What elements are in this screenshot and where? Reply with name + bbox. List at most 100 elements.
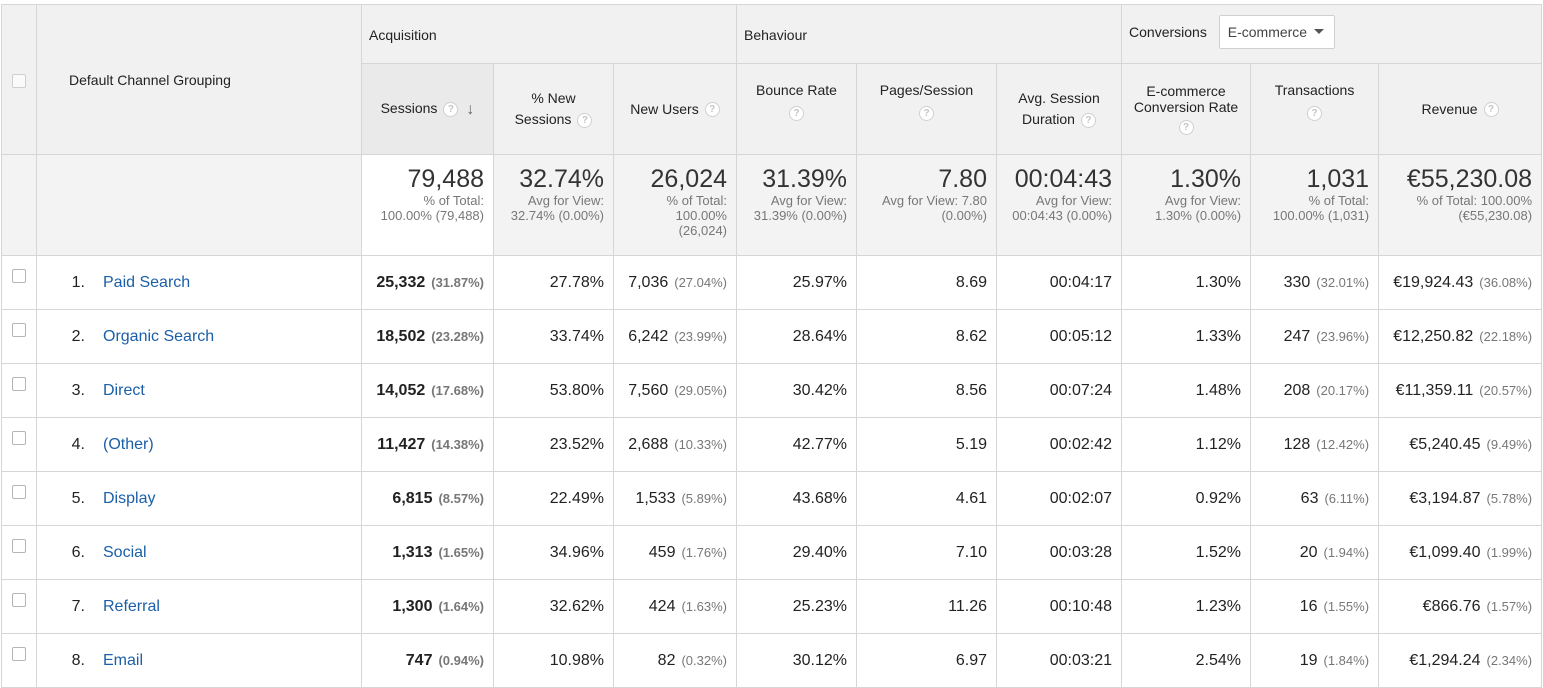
channel-link[interactable]: Social (103, 543, 147, 561)
total-pct-new-note-1: Avg for View: (527, 193, 604, 208)
channel-link[interactable]: Email (103, 651, 144, 669)
select-all-cell (1, 4, 37, 155)
col-ecom-label-2: Conversion Rate (1133, 99, 1239, 115)
transactions-value: 208 (1283, 381, 1311, 399)
sessions-pct: (31.87%) (431, 274, 484, 290)
help-icon[interactable]: ? (1178, 120, 1194, 135)
transactions-cell: 128 (12.42%) (1250, 417, 1380, 472)
total-pct-new-value: 32.74% (519, 165, 604, 193)
duration-value: 00:04:17 (1049, 273, 1113, 291)
col-header-avg-duration[interactable]: Avg. Session Duration? (995, 63, 1123, 155)
select-all-checkbox[interactable] (12, 73, 26, 88)
channel-link[interactable]: Organic Search (103, 327, 215, 345)
col-header-transactions[interactable]: Transactions ? (1250, 63, 1380, 155)
data-rows: 1. Paid Search 25,332 (31.87%) 27.78% 7,036 (2… (1, 255, 1543, 688)
row-checkbox[interactable] (12, 646, 26, 661)
total-ecom: 1.30% Avg for View: 1.30% (0.00%) (1121, 154, 1252, 256)
sessions-value: 747 (405, 651, 433, 669)
col-header-ecom-rate[interactable]: E-commerce Conversion Rate ? (1121, 63, 1252, 155)
group-conversions: Conversions E-commerce (1121, 4, 1543, 64)
col-header-pages-session[interactable]: Pages/Session ? (856, 63, 997, 155)
transactions-pct: (1.84%) (1323, 652, 1370, 668)
new-users-cell: 7,560 (29.05%) (613, 363, 737, 418)
revenue-cell: €3,194.87 (5.78%) (1378, 471, 1543, 526)
conversions-type-select[interactable]: E-commerce (1218, 15, 1335, 49)
total-duration-value: 00:04:43 (1014, 165, 1113, 193)
row-checkbox[interactable] (12, 268, 26, 283)
total-duration-note-1: Avg for View: (1035, 193, 1113, 208)
pages-cell: 8.62 (856, 309, 997, 364)
total-ecom-note-2: 1.30% (0.00%) (1155, 208, 1242, 223)
row-checkbox[interactable] (12, 376, 26, 391)
total-sessions-note-2: 100.00% (79,488) (380, 208, 484, 223)
total-pct-new-note-2: 32.74% (0.00%) (510, 208, 604, 223)
row-checkbox-cell (1, 633, 37, 688)
new-users-cell: 82 (0.32%) (613, 633, 737, 688)
ecom-cell: 1.52% (1121, 525, 1252, 580)
sort-descending-icon[interactable]: ↓ (466, 100, 475, 118)
channel-link[interactable]: (Other) (103, 435, 154, 453)
pages-cell: 5.19 (856, 417, 997, 472)
transactions-pct: (1.94%) (1323, 544, 1370, 560)
row-checkbox[interactable] (12, 538, 26, 553)
channel-link[interactable]: Direct (103, 381, 145, 399)
channel-link[interactable]: Paid Search (103, 273, 191, 291)
help-icon[interactable]: ? (443, 101, 459, 117)
help-icon[interactable]: ? (1307, 105, 1323, 121)
help-icon[interactable]: ? (1483, 102, 1499, 118)
row-checkbox-cell (1, 471, 37, 526)
revenue-cell: €12,250.82 (22.18%) (1378, 309, 1543, 364)
transactions-pct: (23.96%) (1316, 328, 1370, 344)
ecom-value: 1.23% (1195, 597, 1242, 615)
pages-value: 4.61 (955, 489, 987, 507)
sessions-cell: 747 (0.94%) (361, 633, 494, 688)
total-transactions-note-1: % of Total: (1308, 193, 1370, 208)
transactions-value: 20 (1299, 543, 1318, 561)
total-bounce-note-1: Avg for View: (770, 193, 847, 208)
col-header-pct-new-sessions[interactable]: % New Sessions? (493, 63, 614, 155)
pct-new-cell: 34.96% (493, 525, 614, 580)
transactions-pct: (20.17%) (1316, 382, 1370, 398)
help-icon[interactable]: ? (919, 105, 934, 121)
help-icon[interactable]: ? (704, 102, 720, 118)
bounce-value: 30.12% (792, 651, 847, 669)
total-pages-note-1: Avg for View: 7.80 (881, 193, 987, 208)
revenue-cell: €1,099.40 (1.99%) (1378, 525, 1543, 580)
new-users-cell: 459 (1.76%) (613, 525, 737, 580)
help-icon[interactable]: ? (1080, 112, 1096, 128)
ecom-cell: 2.54% (1121, 633, 1252, 688)
revenue-value: €19,924.43 (1393, 273, 1474, 291)
revenue-pct: (22.18%) (1479, 328, 1533, 344)
ecom-cell: 1.48% (1121, 363, 1252, 418)
channel-link[interactable]: Display (103, 489, 156, 507)
new-users-value: 424 (648, 597, 676, 615)
transactions-cell: 63 (6.11%) (1250, 471, 1380, 526)
col-header-new-users[interactable]: New Users? (613, 63, 737, 155)
col-header-sessions[interactable]: Sessions? ↓ (361, 63, 494, 155)
row-checkbox[interactable] (12, 322, 26, 337)
help-icon[interactable]: ? (789, 105, 804, 121)
ecom-cell: 1.30% (1121, 255, 1252, 310)
pct-new-value: 34.96% (549, 543, 604, 561)
row-checkbox[interactable] (12, 484, 26, 499)
dimension-header: Default Channel Grouping (36, 4, 362, 155)
table-row: 5. Display 6,815 (8.57%) 22.49% 1,533 (5.89%) 4… (1, 471, 1543, 526)
duration-cell: 00:03:28 (995, 525, 1123, 580)
bounce-cell: 30.42% (736, 363, 857, 418)
ecom-value: 1.48% (1195, 381, 1242, 399)
row-checkbox[interactable] (12, 430, 26, 445)
help-icon[interactable]: ? (577, 112, 593, 128)
report-table: Default Channel Grouping Acquisition Beh… (1, 4, 1543, 688)
new-users-pct: (0.32%) (681, 652, 727, 668)
pages-cell: 7.10 (856, 525, 997, 580)
channel-link[interactable]: Referral (103, 597, 160, 615)
col-bounce-label: Bounce Rate (756, 82, 837, 98)
col-header-revenue[interactable]: Revenue? (1378, 63, 1543, 155)
revenue-pct: (36.08%) (1479, 274, 1533, 290)
pct-new-value: 32.62% (549, 597, 604, 615)
duration-value: 00:10:48 (1049, 597, 1113, 615)
sessions-cell: 14,052 (17.68%) (361, 363, 494, 418)
col-header-bounce-rate[interactable]: Bounce Rate ? (736, 63, 857, 155)
bounce-cell: 42.77% (736, 417, 857, 472)
row-checkbox[interactable] (12, 592, 26, 607)
